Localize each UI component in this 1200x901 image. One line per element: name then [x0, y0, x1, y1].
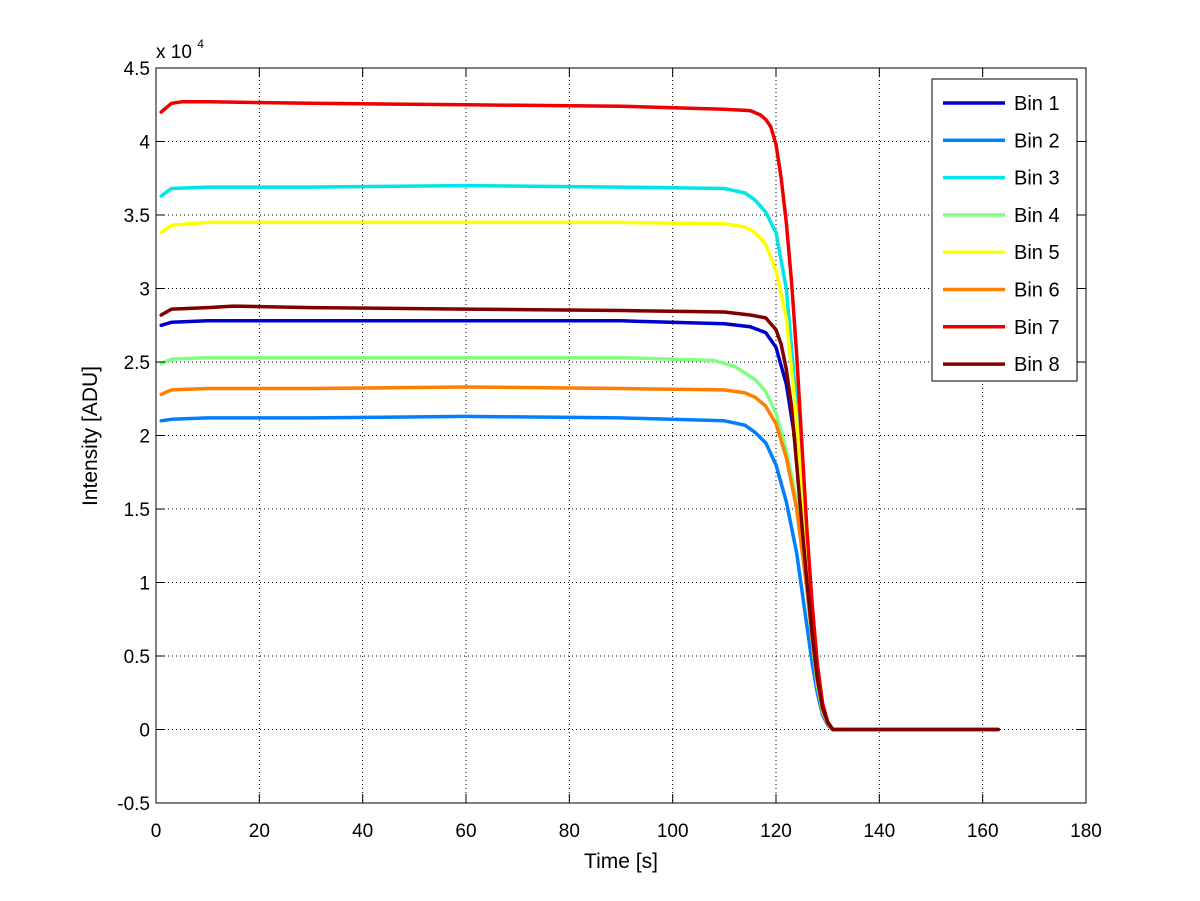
legend-label: Bin 6: [1014, 280, 1060, 302]
x-tick-label: 180: [1070, 821, 1102, 842]
y-tick-labels: -0.5 0 0.5 1 1.5 2 2.5 3 3.5 4 4.5: [117, 59, 150, 815]
y-tick-label: -0.5: [117, 794, 150, 815]
y-tick-label: 2.5: [124, 353, 150, 374]
series-lines: [159, 100, 1000, 732]
y-tick-label: 0.5: [124, 647, 150, 668]
y-tick-label: 4: [139, 133, 150, 154]
y-tick-label: 3: [139, 280, 150, 301]
y-tick-label: 1.5: [124, 500, 150, 521]
x-tick-label: 120: [760, 821, 792, 842]
x-tick-label: 80: [559, 821, 580, 842]
y-axis-multiplier-base: x 10: [156, 42, 192, 63]
x-axis-label: Time [s]: [584, 850, 658, 873]
legend: Bin 1 Bin 2 Bin 3 Bin 4 Bin 5 Bin 6 Bin 7 Bin 8: [931, 78, 1078, 382]
legend-label: Bin 4: [1014, 205, 1060, 227]
y-tick-label: 0: [139, 721, 150, 742]
x-tick-label: 100: [657, 821, 689, 842]
grid: [156, 68, 1086, 803]
legend-label: Bin 3: [1014, 168, 1060, 190]
x-tick-label: 0: [151, 821, 162, 842]
y-tick-label: 3.5: [124, 206, 150, 227]
y-axis-multiplier: x 10 4: [156, 37, 204, 63]
x-tick-label: 140: [863, 821, 895, 842]
legend-box: [931, 78, 1078, 382]
axis-ticks: [155, 67, 1087, 804]
x-tick-labels: 0 20 40 60 80 100 120 140 160 180: [151, 821, 1102, 842]
legend-label: Bin 2: [1014, 130, 1060, 152]
legend-label: Bin 5: [1014, 242, 1060, 264]
series-line-bin-8: [159, 304, 1000, 732]
y-axis-multiplier-exponent: 4: [197, 37, 204, 51]
x-tick-label: 20: [249, 821, 270, 842]
legend-items: Bin 1 Bin 2 Bin 3 Bin 4 Bin 5 Bin 6 Bin 7 Bin 8: [943, 93, 1060, 376]
x-tick-label: 40: [352, 821, 373, 842]
y-tick-label: 4.5: [124, 59, 150, 80]
y-tick-label: 2: [139, 427, 150, 448]
y-axis-label: Intensity [ADU]: [79, 366, 102, 506]
x-tick-label: 60: [455, 821, 476, 842]
y-tick-label: 1: [139, 574, 150, 595]
legend-label: Bin 7: [1014, 317, 1060, 339]
legend-label: Bin 1: [1014, 93, 1060, 115]
x-tick-label: 160: [967, 821, 999, 842]
legend-label: Bin 8: [1014, 354, 1060, 376]
